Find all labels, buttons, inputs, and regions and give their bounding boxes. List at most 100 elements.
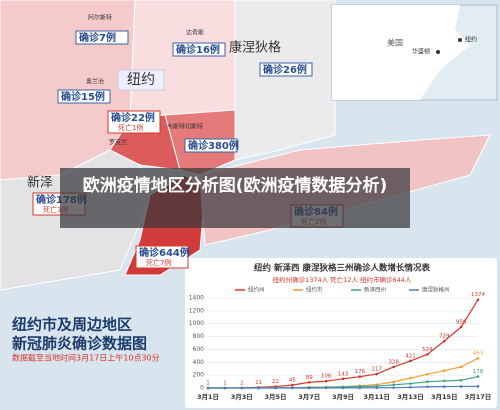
x-tick-label: 3月9日 [332,393,354,401]
y-tick-label: 1200 [189,307,204,314]
data-label: 950 [456,319,467,325]
data-label: 1 [223,380,227,386]
y-tick-label: 1400 [189,295,204,302]
banner: 欧洲疫情地区分析图(欧洲疫情数据分析) [60,168,410,228]
inset-land [332,5,470,100]
data-label: 1374 [471,292,485,298]
cases: 确诊15例 [61,90,105,103]
point [375,386,379,390]
callout-box [75,30,129,45]
point [341,377,345,381]
point [307,380,311,384]
inset-label: 纽约 [465,36,477,44]
point [358,386,362,390]
callout-box [259,62,313,77]
cases: 确诊7例 [79,31,116,44]
x-tick-label: 3月7日 [298,393,320,401]
deaths: 死亡3例 [43,205,68,214]
point [257,386,260,390]
point [426,380,429,384]
point [442,379,446,383]
point [392,365,395,369]
legend-label: 纽约州 [248,286,265,294]
point [206,386,210,390]
y-tick-label: 0 [200,385,204,392]
data-label: 178 [473,369,484,375]
x-tick-label: 3月13日 [397,393,424,401]
point [324,379,328,383]
caption-note: 数据截至当地时间3月17日上午10点30分 [12,353,160,363]
legend-label: 新泽西州 [364,286,386,294]
point [324,386,328,390]
cases: 确诊22例 [111,111,155,124]
point [426,353,429,356]
point [409,385,412,389]
data-label: 176 [355,369,366,375]
callout-box [107,110,161,134]
deaths: 死亡7例 [146,258,171,267]
point [392,380,395,384]
region-name: 罗克兰 [109,139,127,147]
chart-title: 纽约 新泽西 康涅狄格三州确诊人数增长情况表 [254,263,430,274]
x-tick-label: 3月3日 [231,393,253,401]
data-label: 217 [372,367,383,373]
point [392,386,395,389]
data-label: 22 [272,379,279,385]
data-label: 1 [206,380,210,386]
point [476,356,480,360]
legend-label: 康涅狄格州 [422,286,450,294]
caption-title: 新冠肺炎确诊数据图 [12,335,147,353]
point [459,385,463,388]
y-tick-label: 600 [193,346,205,353]
point [459,378,463,382]
x-tick-label: 3月1日 [197,393,219,401]
point [442,369,446,373]
callout-box [57,89,111,104]
point [291,386,294,390]
point [409,382,412,385]
inset-label: 华盛顿 [412,48,430,56]
data-label: 328 [388,359,399,365]
region-name: 韦斯特切斯特 [167,123,203,131]
region-name: 新泽 [27,175,53,191]
y-tick-label: 200 [193,372,205,379]
chart-card [185,258,497,408]
data-label: 89 [306,375,313,381]
region-name: 达奇斯 [186,29,204,37]
point [459,365,463,369]
chart-subtitle: 纽约州确诊1374人 死亡12人 纽约市确诊644人 [273,275,412,284]
region-name: 阿尔斯特 [88,14,112,22]
callout-box [184,138,238,153]
point [307,386,311,390]
y-tick-label: 800 [193,333,205,340]
point [409,359,412,363]
point [442,385,446,388]
inset-label: 美国 [387,38,403,48]
data-label: 143 [338,371,349,377]
x-tick-label: 3月17日 [465,393,492,401]
point [240,386,244,390]
y-tick-label: 1000 [189,320,204,327]
cases: 确诊644例 [139,246,190,259]
point [409,376,412,380]
point [459,325,463,329]
city-label: 纽约 [127,72,155,88]
callout-box [172,42,226,57]
data-label: 463 [473,351,484,357]
y-tick-label: 400 [193,359,205,366]
point [274,386,277,390]
city-box [117,69,165,91]
point [476,298,480,301]
legend-label: 纽约市 [306,286,323,294]
data-label: 2 [240,380,244,386]
cases: 确诊26例 [263,63,307,76]
cases: 确诊16例 [176,43,220,56]
point [426,385,429,389]
x-tick-label: 3月15日 [431,393,458,401]
data-label: 421 [405,353,416,359]
data-label: 45 [289,378,296,384]
data-label: 11 [255,380,262,386]
point [476,385,480,388]
data-label: 524 [422,347,433,353]
